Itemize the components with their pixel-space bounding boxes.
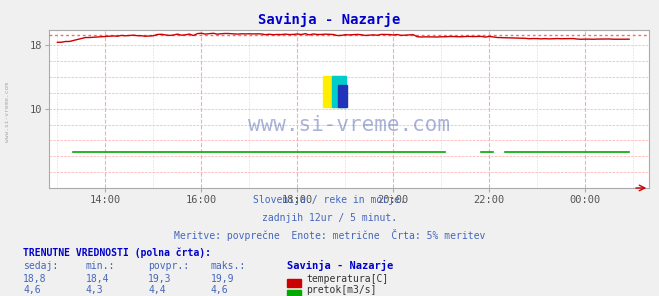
Bar [338,85,347,107]
Text: zadnjih 12ur / 5 minut.: zadnjih 12ur / 5 minut. [262,213,397,223]
Text: pretok[m3/s]: pretok[m3/s] [306,285,377,295]
Text: 4,4: 4,4 [148,285,166,295]
Text: 18,8: 18,8 [23,274,47,284]
Bar [333,75,346,107]
Text: 4,3: 4,3 [86,285,103,295]
Text: TRENUTNE VREDNOSTI (polna črta):: TRENUTNE VREDNOSTI (polna črta): [23,248,211,258]
Text: 4,6: 4,6 [211,285,229,295]
Bar [324,75,343,107]
Text: 4,6: 4,6 [23,285,41,295]
Text: Meritve: povprečne  Enote: metrične  Črta: 5% meritev: Meritve: povprečne Enote: metrične Črta:… [174,229,485,241]
Text: 19,9: 19,9 [211,274,235,284]
Text: min.:: min.: [86,261,115,271]
Text: Slovenija / reke in morje.: Slovenija / reke in morje. [253,195,406,205]
Text: temperatura[C]: temperatura[C] [306,274,389,284]
Text: Savinja - Nazarje: Savinja - Nazarje [258,13,401,28]
Text: www.si-vreme.com: www.si-vreme.com [5,83,11,142]
Text: maks.:: maks.: [211,261,246,271]
Text: sedaj:: sedaj: [23,261,58,271]
Text: 19,3: 19,3 [148,274,172,284]
Text: 18,4: 18,4 [86,274,109,284]
Text: Savinja - Nazarje: Savinja - Nazarje [287,260,393,271]
Text: www.si-vreme.com: www.si-vreme.com [248,115,450,135]
Text: povpr.:: povpr.: [148,261,189,271]
